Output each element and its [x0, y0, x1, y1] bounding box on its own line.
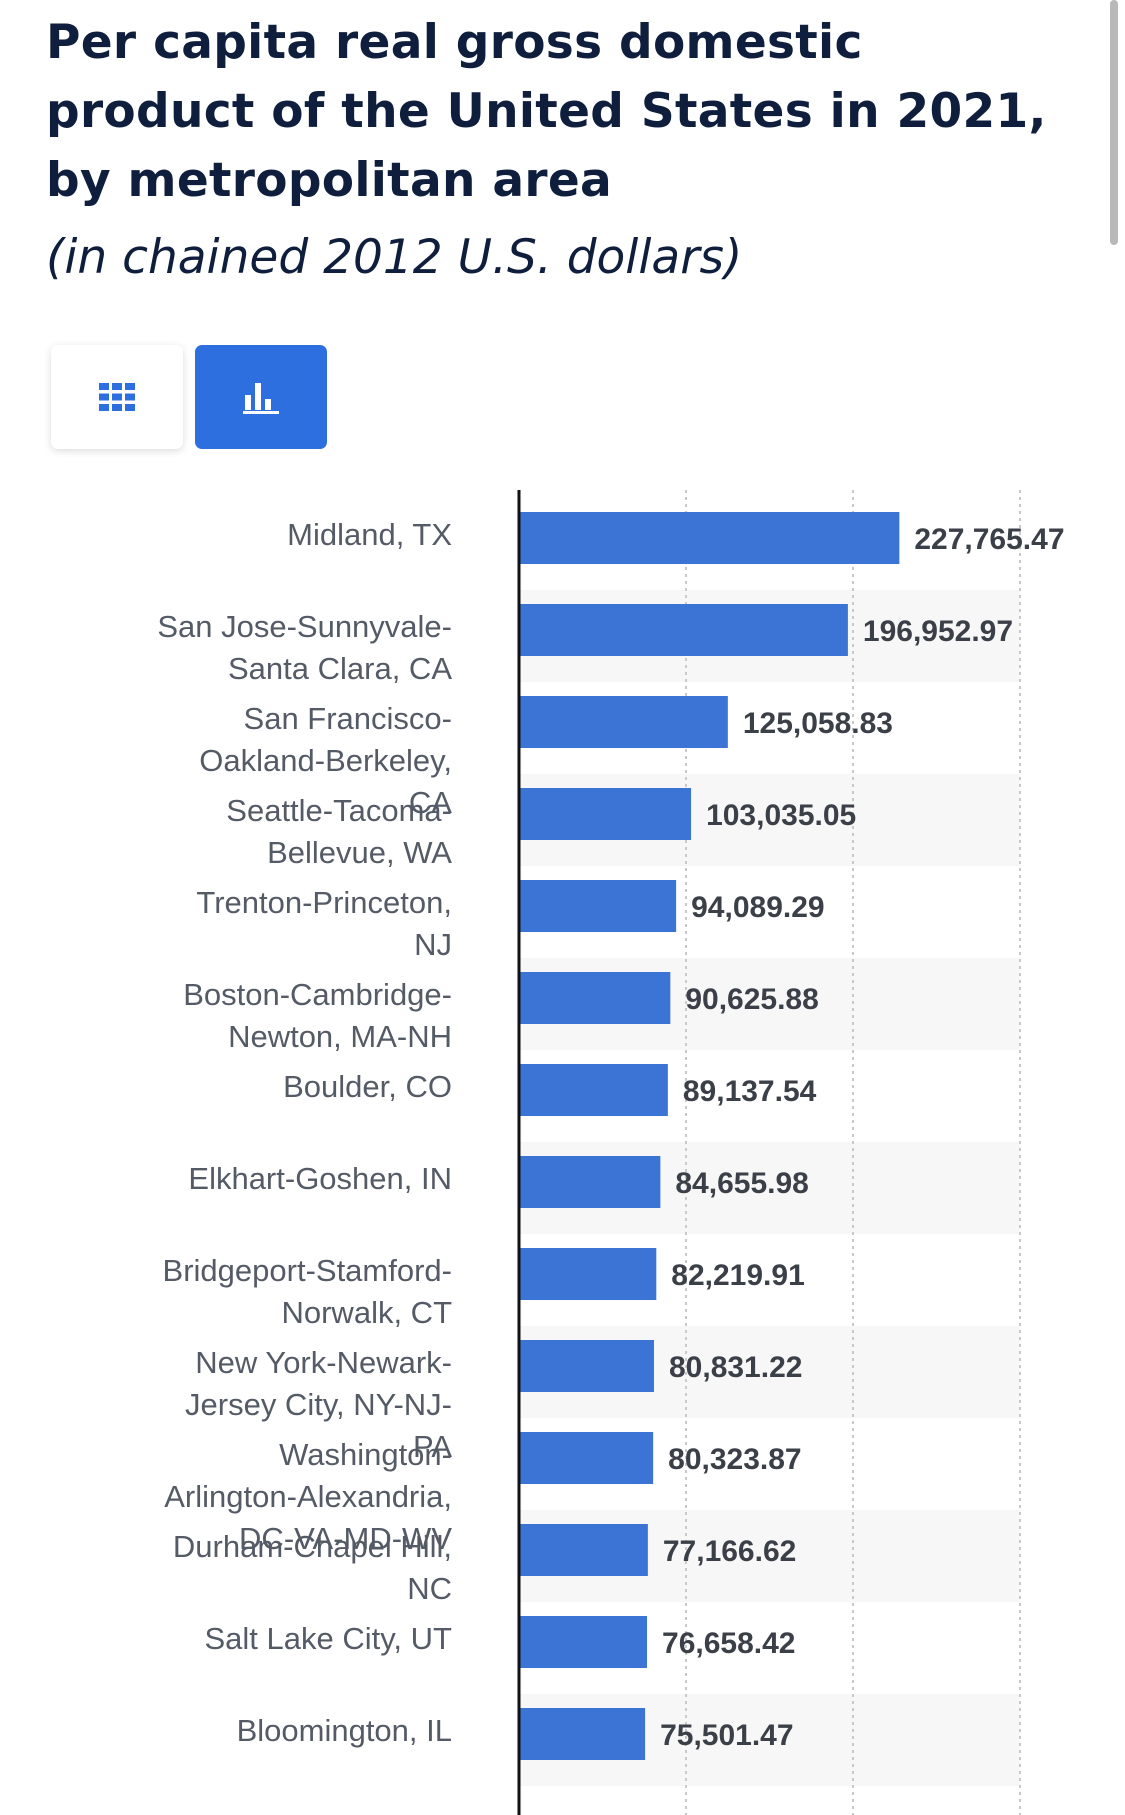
category-label: New York-Newark-Jersey City, NY-NJ-PA [185, 1345, 452, 1464]
bar [519, 696, 728, 748]
bar [519, 880, 677, 932]
bar [519, 1616, 648, 1668]
category-label: Bloomington, IL [236, 1713, 452, 1748]
bar [519, 1064, 668, 1116]
bar [519, 1156, 661, 1208]
data-label: 80,323.87 [668, 1443, 801, 1476]
category-label: Durham-Chapel Hill, NC [172, 1529, 452, 1606]
category-label: San Francisco-Oakland-Berkeley, CA [199, 701, 452, 820]
data-label: 77,166.62 [663, 1535, 796, 1568]
data-label: 89,137.54 [683, 1075, 817, 1108]
data-label: 125,058.83 [743, 707, 893, 740]
category-label: San Jose-Sunnyvale-Santa Clara, CA [157, 609, 452, 686]
bar [519, 604, 848, 656]
category-label: Bridgeport-Stamford-Norwalk, CT [162, 1253, 452, 1330]
chart-canvas: 227,765.47 196,952.97 125,058.83 103,035.05… [517, 490, 1065, 1815]
category-label: Seattle-Tacoma-Bellevue, WA [226, 793, 452, 870]
chart-view-button[interactable] [195, 345, 327, 449]
category-label: Trenton-Princeton, NJ [196, 885, 452, 962]
category-label: Boston-Cambridge-Newton, MA-NH [183, 977, 452, 1054]
table-view-button[interactable] [51, 345, 183, 449]
data-label: 76,658.42 [662, 1627, 795, 1660]
data-label: 75,501.47 [660, 1719, 793, 1752]
bar [519, 1340, 654, 1392]
bar [519, 1524, 648, 1576]
data-label: 94,089.29 [691, 891, 824, 924]
chart-title: Per capita real gross domestic product o… [46, 15, 1047, 208]
category-label: Elkhart-Goshen, IN [188, 1161, 452, 1196]
data-label: 80,831.22 [669, 1351, 802, 1384]
category-label: Washington-Arlington-Alexandria, DC-VA-M… [164, 1437, 452, 1556]
bar [519, 1432, 654, 1484]
data-label: 196,952.97 [863, 615, 1013, 648]
data-label: 84,655.98 [675, 1167, 808, 1200]
data-label: 103,035.05 [706, 799, 856, 832]
category-label: Midland, TX [287, 517, 452, 552]
category-label: Salt Lake City, UT [204, 1621, 452, 1656]
bar [519, 788, 692, 840]
bar-chart-icon [243, 383, 279, 414]
category-label: Boulder, CO [283, 1069, 452, 1104]
bar [519, 1708, 646, 1760]
data-label: 82,219.91 [671, 1259, 804, 1292]
grid-icon [99, 383, 135, 411]
bar [519, 972, 671, 1024]
chart-subtitle: (in chained 2012 U.S. dollars) [46, 230, 743, 285]
data-label: 227,765.47 [914, 523, 1064, 556]
bar [519, 1248, 657, 1300]
bar [519, 512, 900, 564]
scrollbar[interactable] [1110, 0, 1118, 245]
bar-chart: 227,765.47 196,952.97 125,058.83 103,035.05… [0, 490, 1125, 1815]
data-label: 90,625.88 [685, 983, 818, 1016]
